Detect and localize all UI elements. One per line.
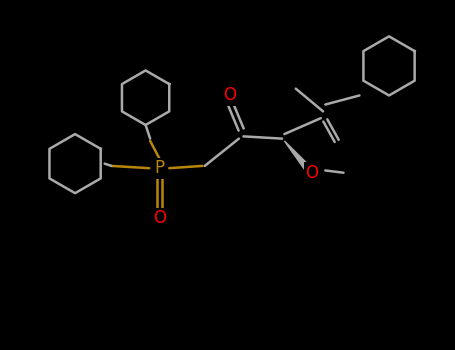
Text: P: P (154, 159, 164, 177)
Polygon shape (284, 141, 312, 173)
Text: O: O (153, 209, 166, 227)
Text: O: O (305, 164, 318, 182)
Text: O: O (223, 86, 236, 104)
